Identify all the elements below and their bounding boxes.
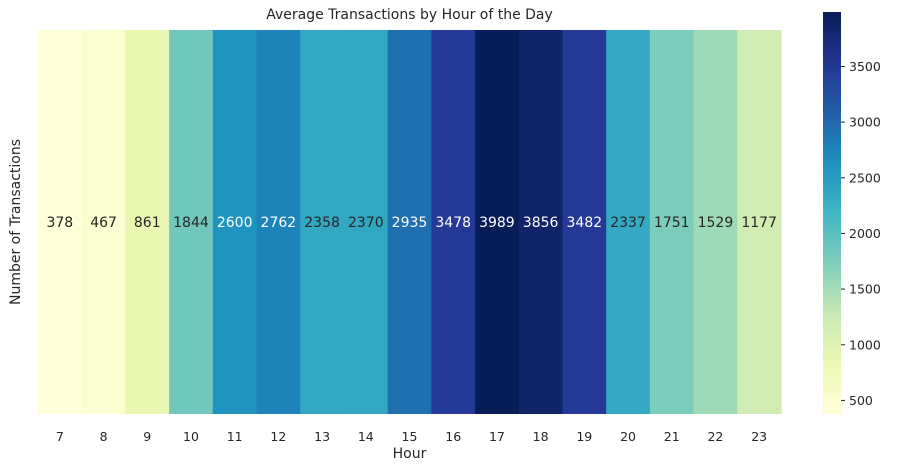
x-tick-label: 19 — [576, 429, 592, 444]
heatmap-cell — [737, 30, 782, 414]
x-tick-label: 14 — [358, 429, 374, 444]
x-tick-label: 21 — [664, 429, 680, 444]
x-tick-label: 18 — [533, 429, 549, 444]
cell-value-label: 2337 — [610, 215, 646, 231]
cell-value-label: 467 — [90, 215, 117, 231]
x-tick-label: 16 — [445, 429, 461, 444]
cell-value-label: 1177 — [741, 215, 777, 231]
x-tick-label: 9 — [143, 429, 151, 444]
x-tick-label: 20 — [620, 429, 636, 444]
heatmap-cell — [212, 30, 258, 414]
colorbar-tick-label: 2500 — [849, 170, 881, 185]
heatmap-cell — [606, 30, 651, 414]
heatmap-cell — [518, 30, 564, 414]
x-tick-label: 23 — [751, 429, 767, 444]
cell-value-label: 3856 — [523, 215, 559, 231]
heatmap-cell — [475, 30, 520, 414]
colorbar-tick-label: 2000 — [849, 226, 881, 241]
colorbar-tick-label: 500 — [849, 393, 873, 408]
heatmap-cell — [38, 30, 83, 414]
cell-value-label: 3482 — [567, 215, 603, 231]
colorbar-tick-label: 3000 — [849, 115, 881, 130]
x-tick-label: 10 — [183, 429, 199, 444]
heatmap-cell — [169, 30, 214, 414]
cell-value-label: 2935 — [392, 215, 428, 231]
cell-value-label: 2358 — [304, 215, 340, 231]
cell-value-label: 3478 — [435, 215, 471, 231]
cell-value-label: 1751 — [654, 215, 690, 231]
heatmap-cell — [81, 30, 127, 414]
heatmap-cell — [649, 30, 695, 414]
heatmap-cell — [256, 30, 301, 414]
cell-value-label: 861 — [134, 215, 161, 231]
colorbar — [823, 12, 841, 414]
heatmap-cell — [431, 30, 476, 414]
colorbar-tick-label: 3500 — [849, 59, 881, 74]
heatmap-cell — [300, 30, 345, 414]
cell-value-label: 3989 — [479, 215, 515, 231]
cell-value-label: 2762 — [261, 215, 297, 231]
x-tick-label: 12 — [270, 429, 286, 444]
heatmap-cell — [387, 30, 432, 414]
heatmap-cell — [343, 30, 389, 414]
x-tick-label: 22 — [707, 429, 723, 444]
x-tick-label: 13 — [314, 429, 330, 444]
cell-value-label: 1844 — [173, 215, 209, 231]
x-tick-label: 8 — [100, 429, 108, 444]
colorbar-tick-label: 1000 — [849, 337, 881, 352]
colorbar-tick-label: 1500 — [849, 282, 881, 297]
cell-value-label: 378 — [46, 215, 73, 231]
chart-title: Average Transactions by Hour of the Day — [266, 7, 553, 23]
heatmap-cell — [693, 30, 738, 414]
x-tick-label: 7 — [56, 429, 64, 444]
cell-value-label: 2600 — [217, 215, 253, 231]
x-axis-label: Hour — [392, 446, 427, 462]
heatmap-cell — [562, 30, 607, 414]
x-tick-label: 15 — [402, 429, 418, 444]
x-tick-label: 17 — [489, 429, 505, 444]
heatmap-cell — [125, 30, 170, 414]
x-tick-label: 11 — [227, 429, 243, 444]
cell-value-label: 1529 — [698, 215, 734, 231]
cell-value-label: 2370 — [348, 215, 384, 231]
